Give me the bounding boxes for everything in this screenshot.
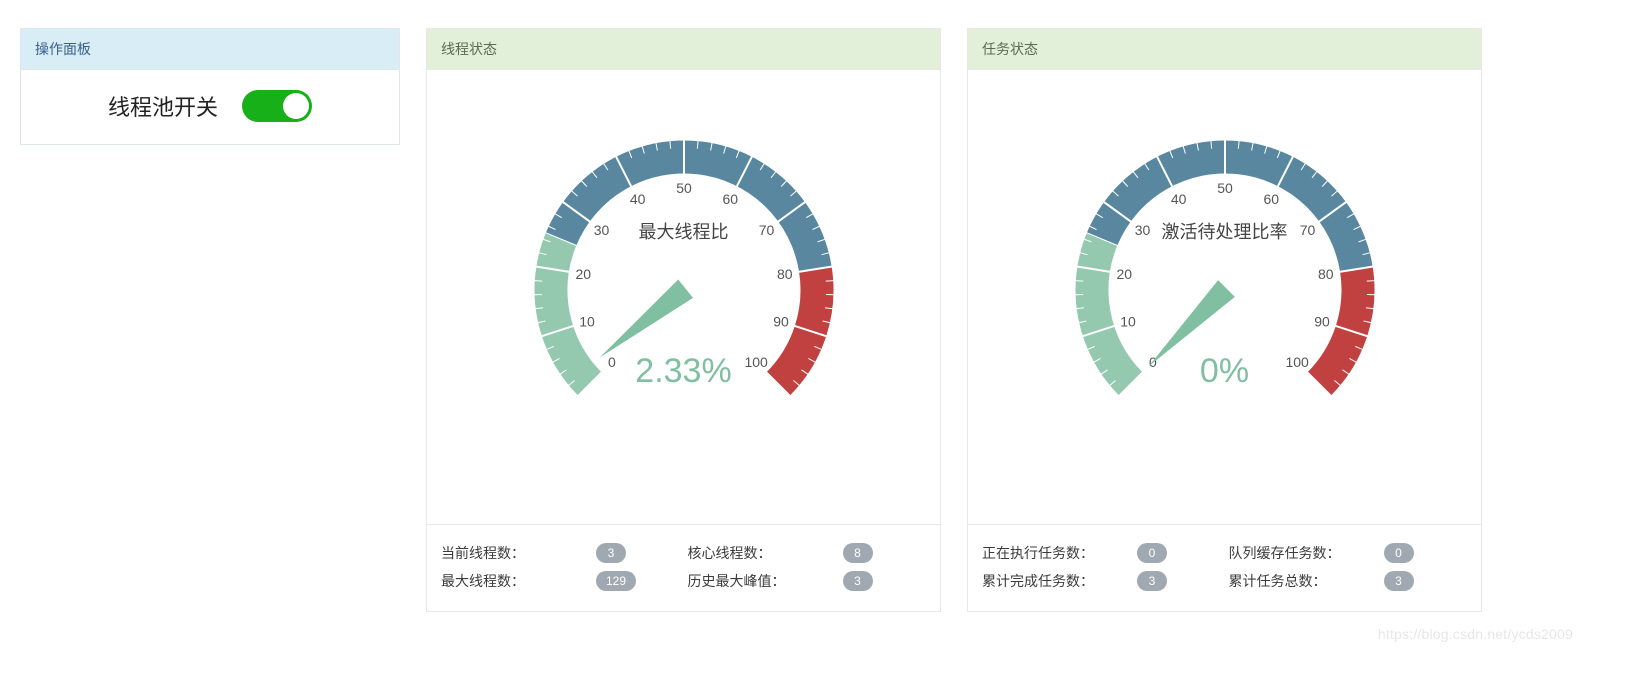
stat-badge: 0 bbox=[1137, 543, 1167, 563]
stat-item: 核心线程数： 8 bbox=[684, 539, 931, 567]
svg-text:10: 10 bbox=[579, 314, 595, 330]
stat-item: 正在执行任务数： 0 bbox=[978, 539, 1225, 567]
stat-badge: 8 bbox=[843, 543, 873, 563]
stat-label: 累计完成任务数： bbox=[982, 571, 1127, 591]
svg-text:100: 100 bbox=[744, 354, 768, 370]
watermark-text: https://blog.csdn.net/ycds2009 bbox=[1378, 626, 1573, 642]
stat-item: 当前线程数： 3 bbox=[437, 539, 684, 567]
stat-badge: 3 bbox=[1137, 571, 1167, 591]
thread-status-panel: 线程状态 0102030405060708090100 最大线程比 2.33% … bbox=[426, 28, 941, 612]
stat-item: 累计完成任务数： 3 bbox=[978, 567, 1225, 595]
stat-label: 队列缓存任务数： bbox=[1229, 543, 1374, 563]
svg-text:50: 50 bbox=[1217, 180, 1233, 196]
stat-label: 正在执行任务数： bbox=[982, 543, 1127, 563]
control-panel-body: 线程池开关 bbox=[21, 70, 399, 144]
stats-table: 当前线程数： 3 核心线程数： 8 最大线程数： 129 历史最大峰值： bbox=[427, 524, 940, 611]
stat-label: 核心线程数： bbox=[688, 543, 833, 563]
panel-header: 线程状态 bbox=[427, 29, 940, 70]
svg-text:40: 40 bbox=[1170, 191, 1186, 207]
stat-badge: 3 bbox=[1384, 571, 1414, 591]
stat-label: 最大线程数： bbox=[441, 571, 586, 591]
svg-text:90: 90 bbox=[1314, 314, 1330, 330]
gauge-svg: 0 10 20 30 40 50 60 70 80 90 100 bbox=[474, 70, 894, 400]
gauge-task: 0102030405060708090100 激活待处理比率 0% bbox=[968, 70, 1481, 524]
toggle-label: 线程池开关 bbox=[108, 90, 218, 122]
stat-badge: 3 bbox=[843, 571, 873, 591]
panel-header: 任务状态 bbox=[968, 29, 1481, 70]
svg-text:40: 40 bbox=[629, 191, 645, 207]
svg-text:80: 80 bbox=[776, 266, 792, 282]
stat-label: 历史最大峰值： bbox=[688, 571, 833, 591]
stat-badge: 0 bbox=[1384, 543, 1414, 563]
svg-text:30: 30 bbox=[593, 222, 609, 238]
svg-text:0: 0 bbox=[607, 354, 615, 370]
stat-badge: 129 bbox=[596, 571, 636, 591]
svg-text:30: 30 bbox=[1134, 222, 1150, 238]
svg-text:70: 70 bbox=[758, 222, 774, 238]
toggle-knob-icon bbox=[283, 93, 309, 119]
task-status-panel: 任务状态 0102030405060708090100 激活待处理比率 0% 正… bbox=[967, 28, 1482, 612]
svg-text:10: 10 bbox=[1120, 314, 1136, 330]
svg-text:70: 70 bbox=[1299, 222, 1315, 238]
stat-item: 累计任务总数： 3 bbox=[1225, 567, 1472, 595]
stats-table: 正在执行任务数： 0 队列缓存任务数： 0 累计完成任务数： 3 累计任务总数： bbox=[968, 524, 1481, 611]
gauge-svg: 0102030405060708090100 bbox=[1015, 70, 1435, 400]
panel-body: 0102030405060708090100 最大线程比 2.33% bbox=[427, 70, 940, 524]
stat-item: 最大线程数： 129 bbox=[437, 567, 684, 595]
svg-text:100: 100 bbox=[1285, 354, 1309, 370]
gauge-thread: 0102030405060708090100 最大线程比 2.33% bbox=[427, 70, 940, 524]
threadpool-toggle[interactable] bbox=[242, 90, 312, 122]
svg-text:60: 60 bbox=[722, 191, 738, 207]
control-panel: 操作面板 线程池开关 bbox=[20, 28, 400, 145]
svg-text:20: 20 bbox=[1116, 266, 1132, 282]
panel-body: 0102030405060708090100 激活待处理比率 0% bbox=[968, 70, 1481, 524]
stat-label: 累计任务总数： bbox=[1229, 571, 1374, 591]
stat-item: 历史最大峰值： 3 bbox=[684, 567, 931, 595]
svg-text:20: 20 bbox=[575, 266, 591, 282]
svg-text:50: 50 bbox=[676, 180, 692, 196]
stat-item: 队列缓存任务数： 0 bbox=[1225, 539, 1472, 567]
stat-label: 当前线程数： bbox=[441, 543, 586, 563]
stat-badge: 3 bbox=[596, 543, 626, 563]
control-panel-header: 操作面板 bbox=[21, 29, 399, 70]
svg-text:60: 60 bbox=[1263, 191, 1279, 207]
svg-text:80: 80 bbox=[1317, 266, 1333, 282]
svg-text:90: 90 bbox=[773, 314, 789, 330]
